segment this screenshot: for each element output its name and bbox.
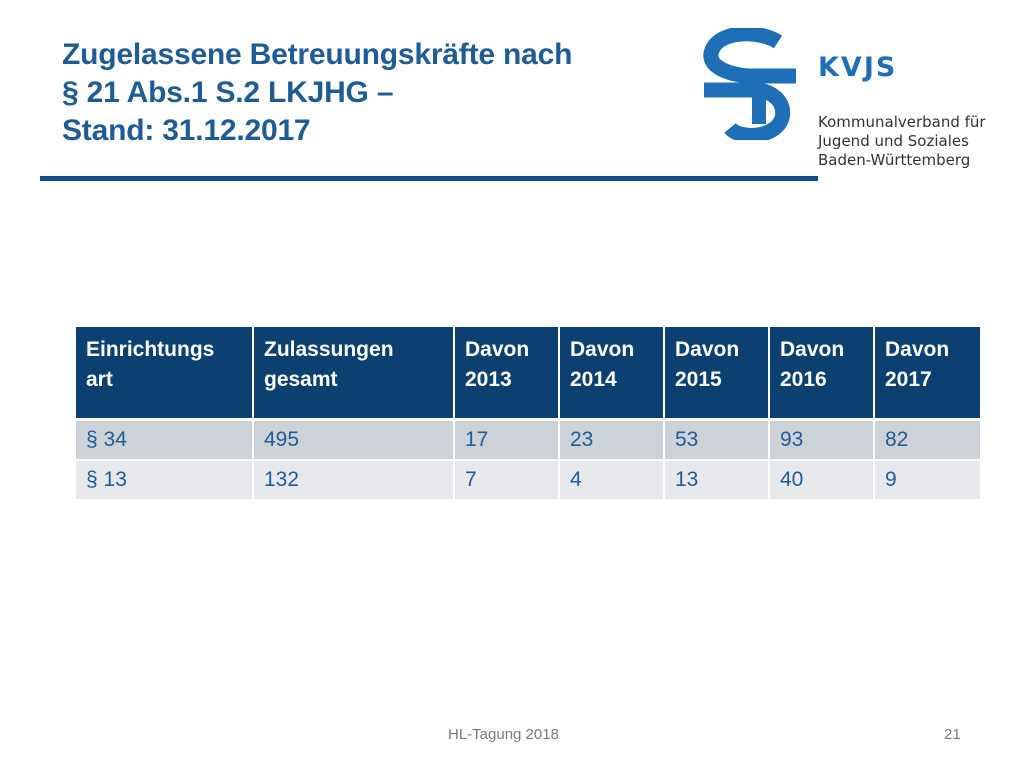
- table-cell: 4: [560, 461, 665, 501]
- slide-title: Zugelassene Betreuungskräfte nach § 21 A…: [62, 36, 702, 150]
- approvals-table: Einrichtungs art Zulassungen gesamt Davo…: [76, 327, 980, 501]
- title-line-3: Stand: 31.12.2017: [62, 114, 311, 147]
- table-header-row: Einrichtungs art Zulassungen gesamt Davo…: [76, 327, 980, 421]
- title-underline: [40, 176, 818, 181]
- logo-name-line-1: Kommunalverband für: [818, 113, 986, 131]
- table-cell: 132: [254, 461, 455, 501]
- table-cell: 93: [770, 421, 875, 461]
- kvjs-logo-mark-icon: [703, 28, 796, 140]
- header-2013: Davon 2013: [455, 327, 560, 421]
- table-cell: 82: [875, 421, 980, 461]
- table-cell: 13: [665, 461, 770, 501]
- table-cell: 53: [665, 421, 770, 461]
- header-2014: Davon 2014: [560, 327, 665, 421]
- header-total-approvals: Zulassungen gesamt: [254, 327, 455, 421]
- header-2015: Davon 2015: [665, 327, 770, 421]
- table-cell: 9: [875, 461, 980, 501]
- footer-page-number: 21: [944, 726, 961, 743]
- logo-abbreviation: KVJS: [818, 52, 898, 83]
- table-cell: 40: [770, 461, 875, 501]
- table-cell: § 13: [76, 461, 254, 501]
- header-facility-type: Einrichtungs art: [76, 327, 254, 421]
- logo-name-line-3: Baden-Württemberg: [818, 151, 971, 169]
- logo-organization-name: Kommunalverband für Jugend und Soziales …: [818, 85, 986, 170]
- table-cell: 495: [254, 421, 455, 461]
- footer-event-name: HL-Tagung 2018: [448, 726, 559, 743]
- logo-name-line-2: Jugend und Soziales: [818, 132, 969, 150]
- header-2017: Davon 2017: [875, 327, 980, 421]
- table-row: § 34 495 17 23 53 93 82: [76, 421, 980, 461]
- table-cell: 17: [455, 421, 560, 461]
- table-row: § 13 132 7 4 13 40 9: [76, 461, 980, 501]
- table-cell: 23: [560, 421, 665, 461]
- table-cell: § 34: [76, 421, 254, 461]
- title-line-1: Zugelassene Betreuungskräfte nach: [62, 38, 573, 71]
- header-2016: Davon 2016: [770, 327, 875, 421]
- table-cell: 7: [455, 461, 560, 501]
- kvjs-logo: KVJS Kommunalverband für Jugend und Sozi…: [700, 28, 990, 169]
- title-line-2: § 21 Abs.1 S.2 LKJHG –: [62, 76, 394, 109]
